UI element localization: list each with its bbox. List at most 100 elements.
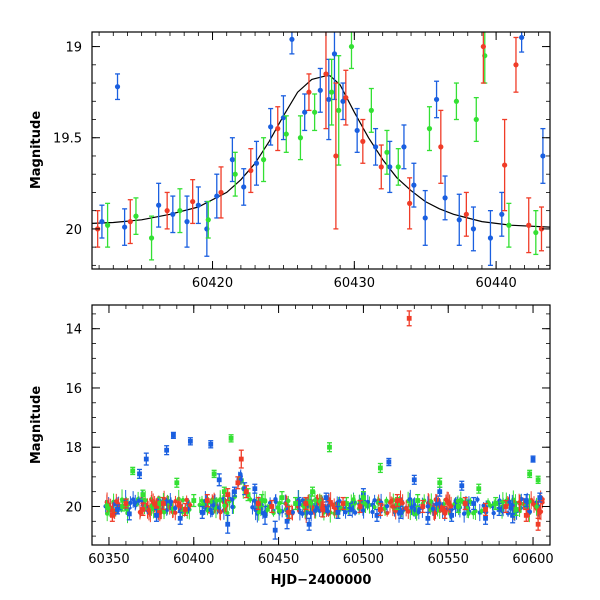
data-point bbox=[204, 498, 210, 503]
top-plot-frame bbox=[91, 31, 551, 270]
data-point bbox=[115, 507, 120, 512]
data-point bbox=[329, 89, 335, 95]
y-tick-label: 20 bbox=[65, 223, 82, 238]
data-point bbox=[406, 315, 412, 321]
baseline-point bbox=[517, 501, 523, 506]
data-point bbox=[535, 521, 541, 527]
data-point bbox=[420, 504, 426, 509]
baseline-point bbox=[491, 510, 496, 516]
baseline-point bbox=[406, 509, 411, 514]
data-point bbox=[326, 96, 332, 103]
data-point bbox=[123, 501, 129, 506]
baseline-point bbox=[158, 510, 163, 515]
baseline-point bbox=[437, 501, 442, 506]
data-point bbox=[272, 527, 278, 533]
data-point bbox=[104, 222, 111, 228]
data-point bbox=[140, 507, 146, 512]
data-point bbox=[243, 489, 249, 495]
data-point bbox=[190, 198, 196, 205]
baseline-point bbox=[230, 497, 235, 502]
data-point bbox=[470, 226, 477, 232]
baseline-point bbox=[429, 499, 434, 504]
baseline-point bbox=[300, 511, 305, 516]
data-point bbox=[502, 162, 508, 168]
data-point bbox=[245, 492, 251, 498]
data-point bbox=[361, 495, 366, 500]
bottom-y-axis-title: Magnitude bbox=[29, 386, 44, 465]
data-point bbox=[114, 84, 121, 90]
data-point bbox=[374, 512, 380, 518]
data-point bbox=[279, 495, 285, 500]
data-point bbox=[407, 200, 413, 206]
x-tick-label: 60450 bbox=[258, 552, 299, 567]
baseline-point bbox=[540, 500, 545, 505]
data-point bbox=[211, 471, 217, 477]
baseline-point bbox=[180, 497, 186, 503]
data-point bbox=[456, 217, 462, 223]
data-point bbox=[127, 219, 133, 225]
x-tick-label: 60600 bbox=[512, 552, 553, 567]
y-tick-label: 16 bbox=[65, 382, 82, 397]
baseline-point bbox=[487, 503, 493, 508]
data-point bbox=[348, 43, 355, 50]
data-point bbox=[160, 501, 166, 506]
baseline-point bbox=[273, 496, 278, 502]
data-point bbox=[182, 507, 188, 512]
data-point bbox=[275, 126, 281, 132]
baseline-point bbox=[390, 504, 396, 509]
baseline-point bbox=[168, 499, 173, 504]
data-point bbox=[289, 36, 295, 42]
data-point bbox=[398, 510, 404, 515]
data-point bbox=[519, 34, 525, 41]
baseline-point bbox=[161, 510, 167, 515]
data-point bbox=[496, 507, 502, 512]
baseline-point bbox=[277, 508, 283, 513]
data-point bbox=[415, 498, 421, 503]
data-point bbox=[336, 107, 342, 113]
data-point bbox=[286, 510, 292, 515]
data-point bbox=[537, 495, 543, 500]
data-point bbox=[433, 96, 440, 103]
baseline-point bbox=[444, 499, 450, 504]
data-point bbox=[303, 501, 309, 506]
data-point bbox=[438, 144, 444, 150]
data-point bbox=[238, 456, 244, 462]
baseline-point bbox=[400, 500, 405, 506]
data-point bbox=[384, 149, 390, 155]
data-point bbox=[255, 501, 261, 506]
y-tick-label: 14 bbox=[65, 323, 82, 338]
data-point bbox=[297, 135, 304, 141]
data-point bbox=[411, 477, 417, 483]
data-point bbox=[442, 195, 448, 201]
baseline-point bbox=[307, 499, 312, 504]
data-point bbox=[377, 465, 383, 471]
data-point bbox=[262, 512, 268, 518]
baseline-point bbox=[425, 504, 431, 509]
data-point bbox=[140, 492, 146, 498]
data-point bbox=[462, 501, 468, 506]
data-point bbox=[340, 98, 346, 104]
data-point bbox=[170, 211, 176, 217]
data-point bbox=[513, 507, 519, 512]
data-point bbox=[523, 512, 529, 518]
data-point bbox=[268, 124, 274, 130]
baseline-point bbox=[372, 504, 377, 510]
data-point bbox=[533, 229, 539, 236]
data-point bbox=[480, 43, 486, 50]
data-point bbox=[218, 189, 224, 196]
data-point bbox=[526, 222, 532, 228]
baseline-point bbox=[104, 503, 109, 508]
data-point bbox=[463, 211, 469, 217]
data-point bbox=[476, 486, 482, 492]
data-point bbox=[296, 501, 302, 506]
data-point bbox=[483, 515, 488, 521]
data-point bbox=[317, 87, 323, 93]
data-point bbox=[437, 480, 443, 486]
baseline-point bbox=[211, 503, 216, 508]
data-point bbox=[225, 521, 231, 527]
x-tick-label: 60440 bbox=[475, 276, 516, 291]
data-point bbox=[143, 456, 149, 462]
data-point bbox=[437, 489, 443, 495]
data-point bbox=[513, 62, 519, 68]
baseline-point bbox=[475, 497, 480, 502]
